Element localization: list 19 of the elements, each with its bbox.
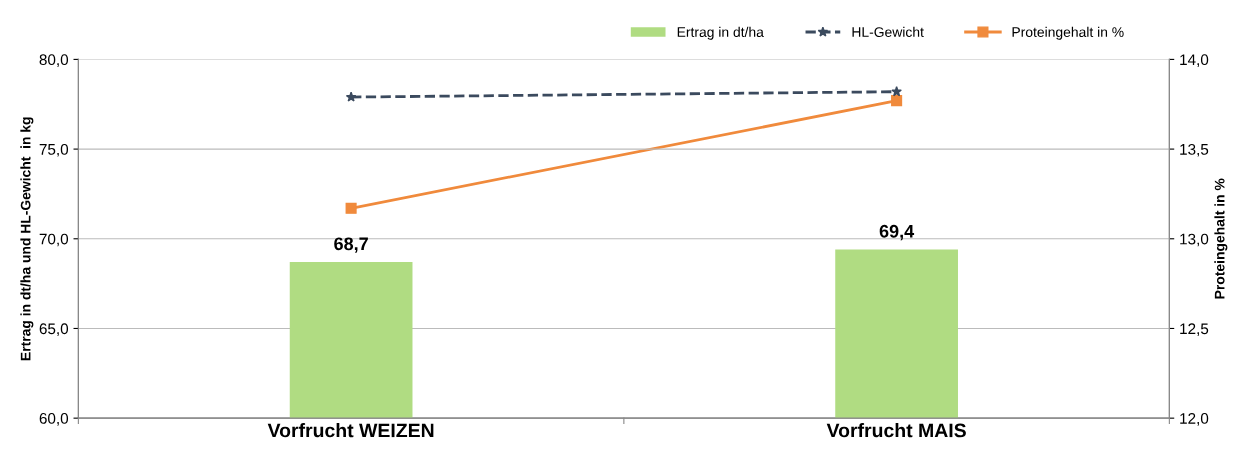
- y2-tick-label: 13,5: [1180, 143, 1209, 157]
- legend-label: Ertrag in dt/ha: [677, 26, 764, 40]
- legend-label: HL-Gewicht: [852, 26, 924, 37]
- y-tick-label: 65,0: [39, 323, 69, 336]
- y-tick-label: 80,0: [39, 54, 69, 67]
- y2-tick-label: 12,0: [1180, 413, 1209, 426]
- x-tick-label: Vorfrucht WEIZEN: [267, 423, 434, 438]
- x-tick-label: Vorfrucht MAIS: [826, 423, 966, 438]
- y-tick-label: 60,0: [39, 413, 69, 426]
- legend-label: Proteingehalt in %: [1012, 26, 1124, 40]
- y-tick-label: 75,0: [39, 143, 69, 157]
- y-tick-label: 70,0: [39, 233, 69, 247]
- data-label: 68,7: [334, 237, 368, 253]
- y2-tick-label: 12,5: [1180, 323, 1209, 336]
- y-axis-title: Ertrag in dt/ha und HL-Gewicht in kg: [20, 117, 34, 361]
- y2-tick-label: 13,0: [1180, 233, 1209, 247]
- data-label: 69,4: [879, 224, 915, 241]
- y2-tick-label: 14,0: [1180, 54, 1209, 67]
- y2-axis-title: Proteingehalt in %: [1214, 178, 1228, 299]
